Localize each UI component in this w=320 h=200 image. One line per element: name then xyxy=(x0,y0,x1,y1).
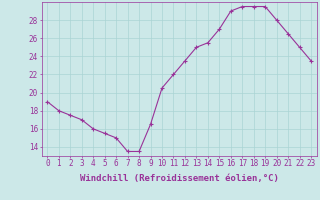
X-axis label: Windchill (Refroidissement éolien,°C): Windchill (Refroidissement éolien,°C) xyxy=(80,174,279,183)
